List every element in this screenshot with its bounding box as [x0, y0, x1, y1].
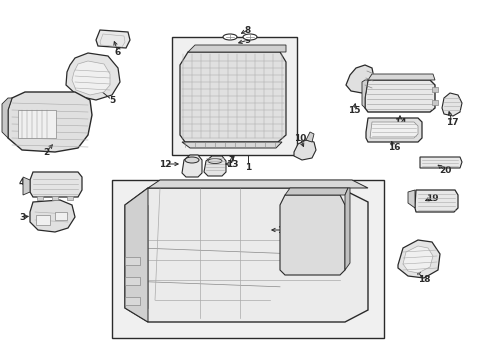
Polygon shape — [182, 155, 202, 177]
Bar — [432, 87, 438, 92]
Text: 12: 12 — [159, 159, 171, 168]
Polygon shape — [204, 156, 226, 176]
Polygon shape — [362, 80, 368, 108]
Polygon shape — [96, 30, 130, 48]
Text: 3: 3 — [19, 212, 25, 221]
Text: 11: 11 — [277, 225, 289, 234]
Polygon shape — [285, 188, 348, 195]
Polygon shape — [180, 52, 286, 142]
Text: 10: 10 — [294, 134, 306, 143]
Text: 4: 4 — [19, 177, 25, 186]
Polygon shape — [280, 195, 345, 275]
Polygon shape — [125, 188, 148, 322]
Polygon shape — [125, 188, 368, 322]
Ellipse shape — [185, 157, 199, 163]
Text: 13: 13 — [226, 159, 238, 168]
Polygon shape — [398, 240, 440, 278]
Polygon shape — [368, 74, 435, 80]
Text: 15: 15 — [348, 105, 360, 114]
Bar — [18, 110, 56, 138]
Text: 14: 14 — [393, 117, 406, 126]
Polygon shape — [420, 157, 462, 168]
Bar — [67, 196, 73, 200]
Bar — [432, 100, 438, 105]
Text: 17: 17 — [446, 117, 458, 126]
Polygon shape — [66, 53, 120, 100]
Text: 5: 5 — [109, 95, 115, 104]
Text: 18: 18 — [418, 275, 430, 284]
Polygon shape — [366, 118, 422, 142]
Bar — [37, 196, 43, 200]
Polygon shape — [365, 80, 435, 112]
Text: 16: 16 — [388, 143, 400, 152]
Ellipse shape — [223, 34, 237, 40]
Polygon shape — [72, 61, 110, 95]
Polygon shape — [294, 140, 316, 160]
Bar — [52, 196, 58, 200]
Ellipse shape — [208, 158, 222, 163]
Polygon shape — [370, 122, 418, 138]
Polygon shape — [415, 190, 458, 212]
Text: 20: 20 — [439, 166, 451, 175]
Text: 1: 1 — [245, 162, 251, 171]
Polygon shape — [306, 132, 314, 142]
Bar — [112, 180, 384, 338]
Text: 7: 7 — [229, 156, 235, 165]
Polygon shape — [408, 190, 415, 208]
Polygon shape — [442, 93, 462, 116]
Polygon shape — [188, 45, 286, 52]
Polygon shape — [345, 188, 350, 270]
Ellipse shape — [243, 34, 257, 40]
Bar — [36, 215, 50, 225]
Polygon shape — [30, 172, 82, 197]
Bar — [55, 212, 67, 220]
Polygon shape — [2, 98, 12, 138]
Polygon shape — [23, 177, 30, 195]
Text: 9: 9 — [245, 36, 251, 45]
Bar — [125, 277, 140, 285]
Text: 6: 6 — [115, 48, 121, 57]
Bar — [172, 37, 297, 155]
Polygon shape — [148, 180, 368, 188]
Polygon shape — [403, 246, 433, 273]
Polygon shape — [346, 65, 374, 93]
Text: 19: 19 — [426, 194, 439, 202]
Polygon shape — [30, 200, 75, 232]
Bar — [125, 297, 140, 305]
Text: 8: 8 — [245, 26, 251, 35]
Text: 2: 2 — [43, 148, 49, 157]
Polygon shape — [182, 142, 282, 148]
Polygon shape — [8, 92, 92, 152]
Bar — [125, 257, 140, 265]
